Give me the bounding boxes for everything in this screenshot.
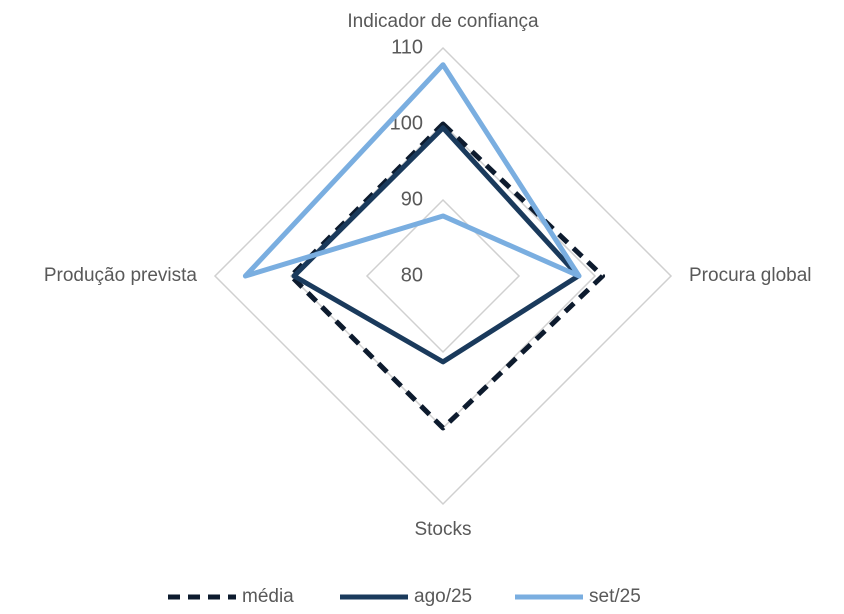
series-line [291, 125, 581, 365]
tick-label: 90 [401, 188, 423, 210]
tick-label: 80 [401, 264, 423, 286]
tick-label: 100 [390, 112, 423, 134]
tick-label: 110 [391, 36, 423, 58]
series-line [288, 121, 606, 431]
category-label: Produção prevista [44, 265, 198, 286]
category-label: Indicador de confiança [347, 11, 539, 32]
category-label: Stocks [414, 519, 471, 540]
legend-label: ago/25 [414, 586, 472, 607]
legend-label: média [242, 586, 294, 607]
grid-ring [365, 198, 521, 354]
series-line [242, 62, 582, 279]
legend-label: set/25 [589, 586, 641, 607]
grid-ring [213, 46, 673, 506]
grid-ring [289, 122, 597, 430]
category-label: Procura global [689, 265, 812, 286]
